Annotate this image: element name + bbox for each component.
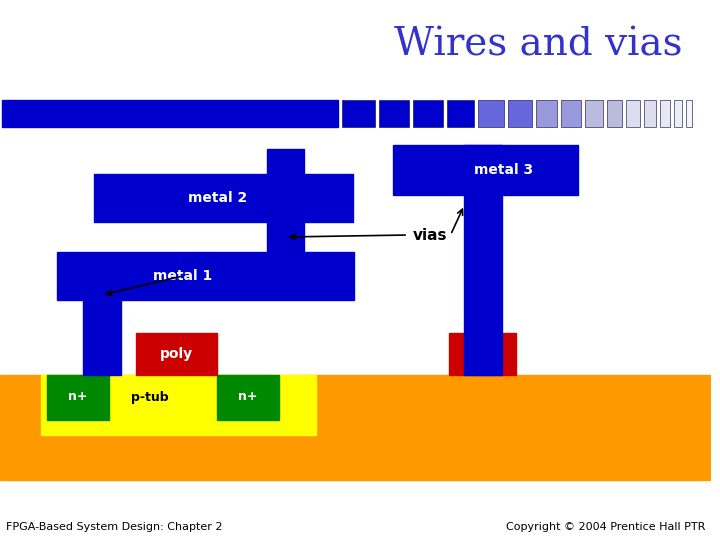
Bar xyxy=(379,100,409,127)
Bar xyxy=(449,333,516,375)
Bar xyxy=(342,100,375,127)
Bar xyxy=(0,375,711,480)
Bar xyxy=(48,375,109,420)
Bar xyxy=(685,100,692,127)
Bar xyxy=(217,375,279,420)
Text: n+: n+ xyxy=(238,390,258,403)
Text: metal 1: metal 1 xyxy=(153,269,212,283)
Bar xyxy=(446,100,474,127)
Bar xyxy=(42,375,316,435)
Bar xyxy=(660,100,670,127)
Bar xyxy=(393,145,578,195)
Text: poly: poly xyxy=(161,347,194,361)
Bar xyxy=(508,100,531,127)
Bar xyxy=(267,149,305,174)
Bar xyxy=(58,252,354,300)
Bar xyxy=(585,100,603,127)
Bar xyxy=(626,100,640,127)
Bar xyxy=(136,333,217,375)
Text: n+: n+ xyxy=(68,390,88,403)
Bar xyxy=(94,174,353,222)
Bar xyxy=(83,300,120,375)
Bar xyxy=(267,222,305,252)
Text: FPGA-Based System Design: Chapter 2: FPGA-Based System Design: Chapter 2 xyxy=(6,522,222,532)
Text: Wires and vias: Wires and vias xyxy=(395,26,683,64)
Bar xyxy=(2,100,338,127)
Bar xyxy=(536,100,557,127)
Text: poly: poly xyxy=(466,347,499,361)
Bar xyxy=(464,145,502,375)
Bar xyxy=(607,100,623,127)
Bar xyxy=(413,100,443,127)
Text: metal 2: metal 2 xyxy=(188,191,247,205)
Text: metal 3: metal 3 xyxy=(474,163,534,177)
Bar xyxy=(561,100,581,127)
Bar xyxy=(644,100,656,127)
Bar xyxy=(478,100,504,127)
Text: p-tub: p-tub xyxy=(131,390,169,403)
Text: Copyright © 2004 Prentice Hall PTR: Copyright © 2004 Prentice Hall PTR xyxy=(506,522,706,532)
Text: vias: vias xyxy=(413,227,448,242)
Bar xyxy=(674,100,682,127)
